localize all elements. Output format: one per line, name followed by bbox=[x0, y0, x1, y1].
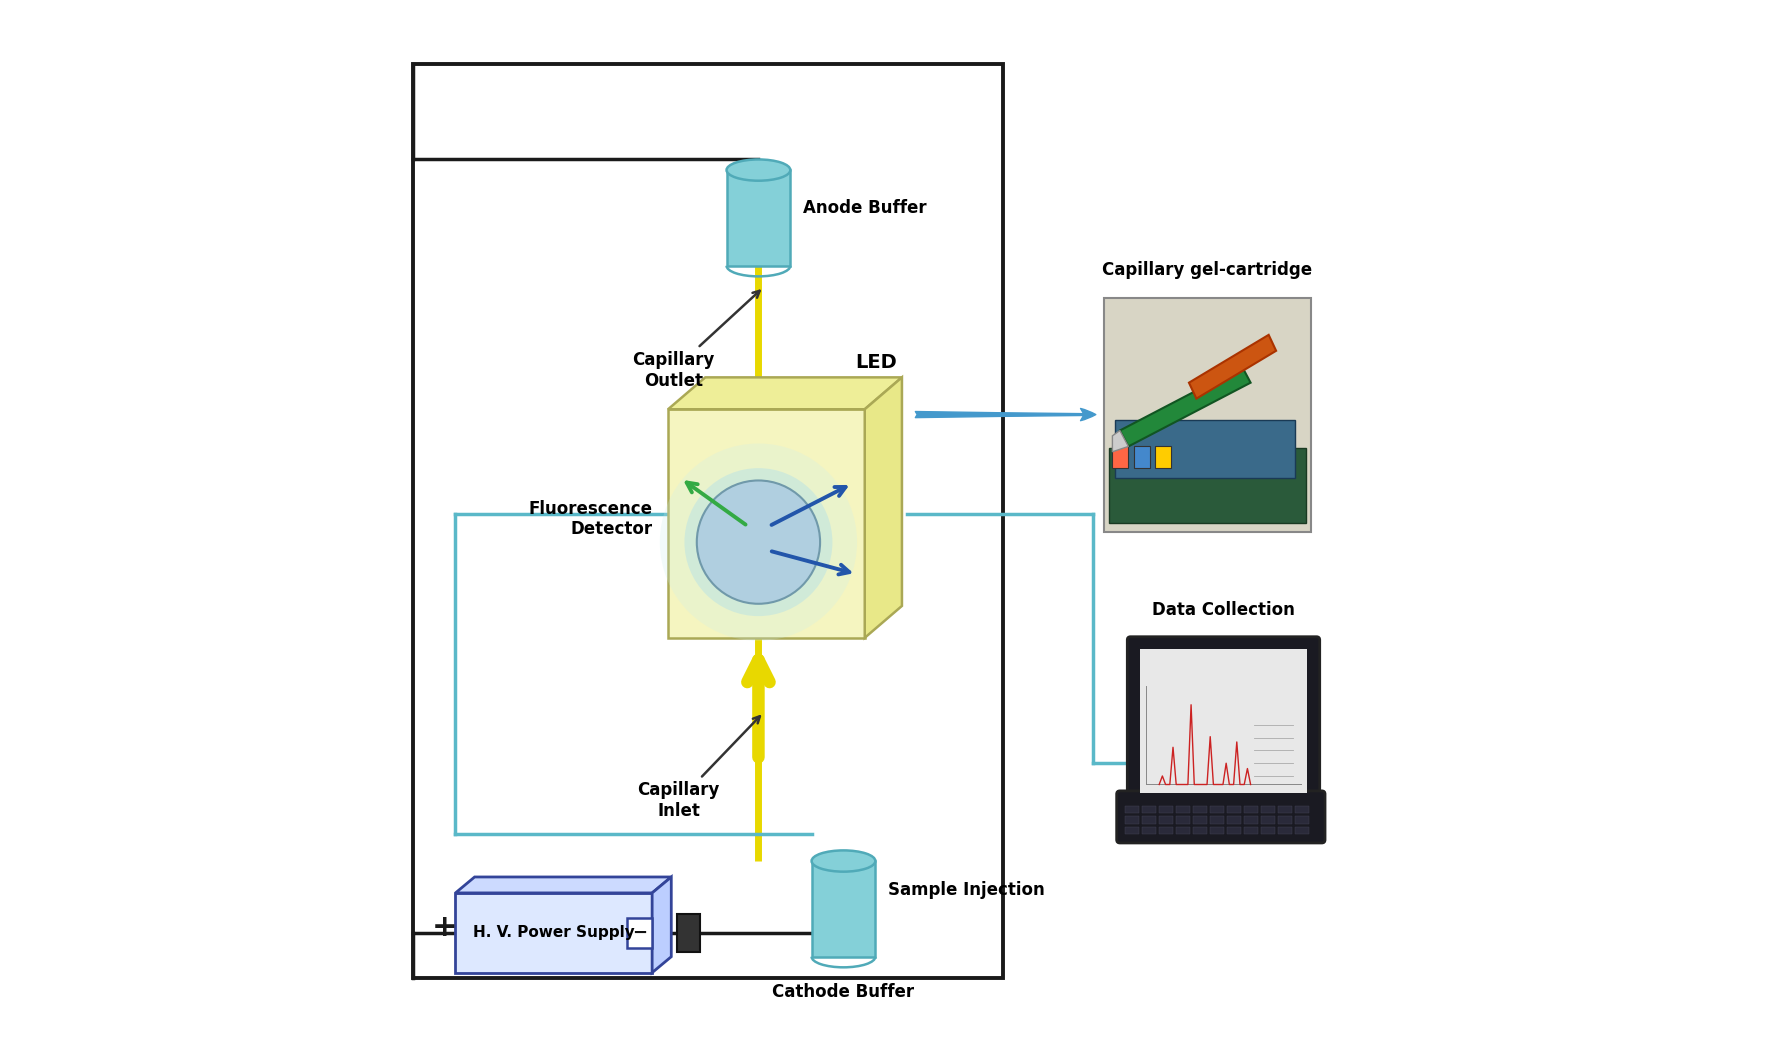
Bar bbox=[1159, 806, 1173, 813]
Bar bbox=[1228, 827, 1240, 834]
Polygon shape bbox=[1189, 335, 1276, 399]
Ellipse shape bbox=[659, 443, 858, 641]
Text: Sample Injection: Sample Injection bbox=[888, 881, 1045, 898]
Polygon shape bbox=[1113, 431, 1129, 452]
Ellipse shape bbox=[812, 850, 875, 872]
Bar bbox=[1143, 806, 1155, 813]
Bar bbox=[1177, 827, 1191, 834]
Bar bbox=[1113, 446, 1129, 468]
Bar bbox=[1278, 816, 1292, 824]
Bar bbox=[1104, 298, 1311, 532]
Bar bbox=[1262, 806, 1276, 813]
Bar bbox=[1193, 806, 1207, 813]
Bar bbox=[1143, 827, 1155, 834]
Bar bbox=[1295, 827, 1310, 834]
Bar bbox=[1177, 806, 1191, 813]
Bar bbox=[1193, 827, 1207, 834]
Bar bbox=[1193, 816, 1207, 824]
Bar bbox=[1125, 816, 1139, 824]
Bar bbox=[1125, 827, 1139, 834]
Bar bbox=[1159, 816, 1173, 824]
Text: Capillary
Inlet: Capillary Inlet bbox=[638, 716, 760, 821]
Bar bbox=[1155, 446, 1171, 468]
Bar bbox=[1262, 827, 1276, 834]
Bar bbox=[1295, 816, 1310, 824]
Bar bbox=[1278, 806, 1292, 813]
Polygon shape bbox=[652, 877, 672, 973]
Text: H. V. Power Supply: H. V. Power Supply bbox=[473, 925, 634, 941]
Bar bbox=[1134, 446, 1150, 468]
Text: +: + bbox=[432, 913, 457, 942]
Polygon shape bbox=[455, 877, 672, 893]
Bar bbox=[1210, 816, 1224, 824]
Bar bbox=[1210, 806, 1224, 813]
Text: Capillary
Outlet: Capillary Outlet bbox=[633, 291, 760, 390]
Polygon shape bbox=[455, 893, 652, 973]
Bar bbox=[1177, 816, 1191, 824]
Bar bbox=[1244, 827, 1258, 834]
Bar bbox=[1244, 806, 1258, 813]
Bar bbox=[1244, 816, 1258, 824]
Text: Anode Buffer: Anode Buffer bbox=[803, 200, 927, 217]
Ellipse shape bbox=[684, 468, 833, 617]
Text: Fluorescence
Detector: Fluorescence Detector bbox=[528, 500, 652, 538]
Bar bbox=[627, 918, 652, 948]
Text: −: − bbox=[633, 924, 647, 942]
Ellipse shape bbox=[696, 480, 820, 604]
Text: Capillary gel-cartridge: Capillary gel-cartridge bbox=[1102, 260, 1313, 279]
Bar bbox=[1228, 806, 1240, 813]
Text: LED: LED bbox=[854, 353, 897, 372]
Polygon shape bbox=[727, 170, 790, 266]
Bar bbox=[677, 914, 700, 952]
Bar bbox=[1210, 827, 1224, 834]
Bar bbox=[413, 64, 1003, 978]
Bar bbox=[1139, 649, 1308, 793]
Bar bbox=[1278, 827, 1292, 834]
Ellipse shape bbox=[696, 480, 820, 604]
Bar bbox=[1109, 449, 1306, 523]
Polygon shape bbox=[865, 377, 902, 638]
Bar bbox=[1262, 816, 1276, 824]
Ellipse shape bbox=[727, 159, 790, 181]
Polygon shape bbox=[812, 861, 875, 957]
Polygon shape bbox=[668, 409, 865, 638]
FancyBboxPatch shape bbox=[1127, 637, 1320, 806]
Polygon shape bbox=[1120, 367, 1251, 446]
Text: Cathode Buffer: Cathode Buffer bbox=[773, 983, 914, 1001]
Bar bbox=[1295, 806, 1310, 813]
Bar bbox=[1143, 816, 1155, 824]
Bar bbox=[1115, 420, 1295, 478]
Polygon shape bbox=[668, 377, 902, 409]
FancyBboxPatch shape bbox=[1116, 791, 1325, 843]
Bar bbox=[1125, 806, 1139, 813]
Bar bbox=[1159, 827, 1173, 834]
Bar bbox=[1228, 816, 1240, 824]
Text: Data Collection: Data Collection bbox=[1152, 601, 1295, 619]
